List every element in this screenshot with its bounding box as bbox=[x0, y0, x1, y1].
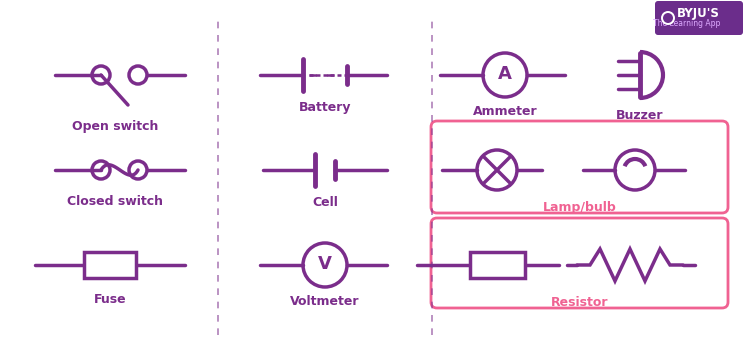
Text: The Learning App: The Learning App bbox=[652, 18, 720, 27]
Text: Buzzer: Buzzer bbox=[616, 109, 664, 122]
FancyBboxPatch shape bbox=[431, 121, 728, 213]
FancyBboxPatch shape bbox=[655, 1, 743, 35]
Circle shape bbox=[663, 13, 673, 23]
Text: Fuse: Fuse bbox=[94, 293, 126, 306]
Text: Battery: Battery bbox=[298, 101, 351, 114]
Bar bbox=[470, 252, 524, 278]
Circle shape bbox=[661, 11, 675, 25]
Text: A: A bbox=[498, 65, 512, 83]
Text: V: V bbox=[318, 255, 332, 273]
Text: Closed switch: Closed switch bbox=[67, 195, 163, 208]
Text: Open switch: Open switch bbox=[72, 120, 158, 133]
Bar bbox=[84, 252, 136, 278]
Text: BYJU'S: BYJU'S bbox=[677, 8, 720, 21]
Text: Cell: Cell bbox=[312, 196, 338, 209]
Text: Ammeter: Ammeter bbox=[472, 105, 537, 118]
Text: Voltmeter: Voltmeter bbox=[290, 295, 360, 308]
Text: Resistor: Resistor bbox=[550, 296, 608, 309]
FancyBboxPatch shape bbox=[431, 218, 728, 308]
Text: Lamp/bulb: Lamp/bulb bbox=[542, 201, 616, 214]
